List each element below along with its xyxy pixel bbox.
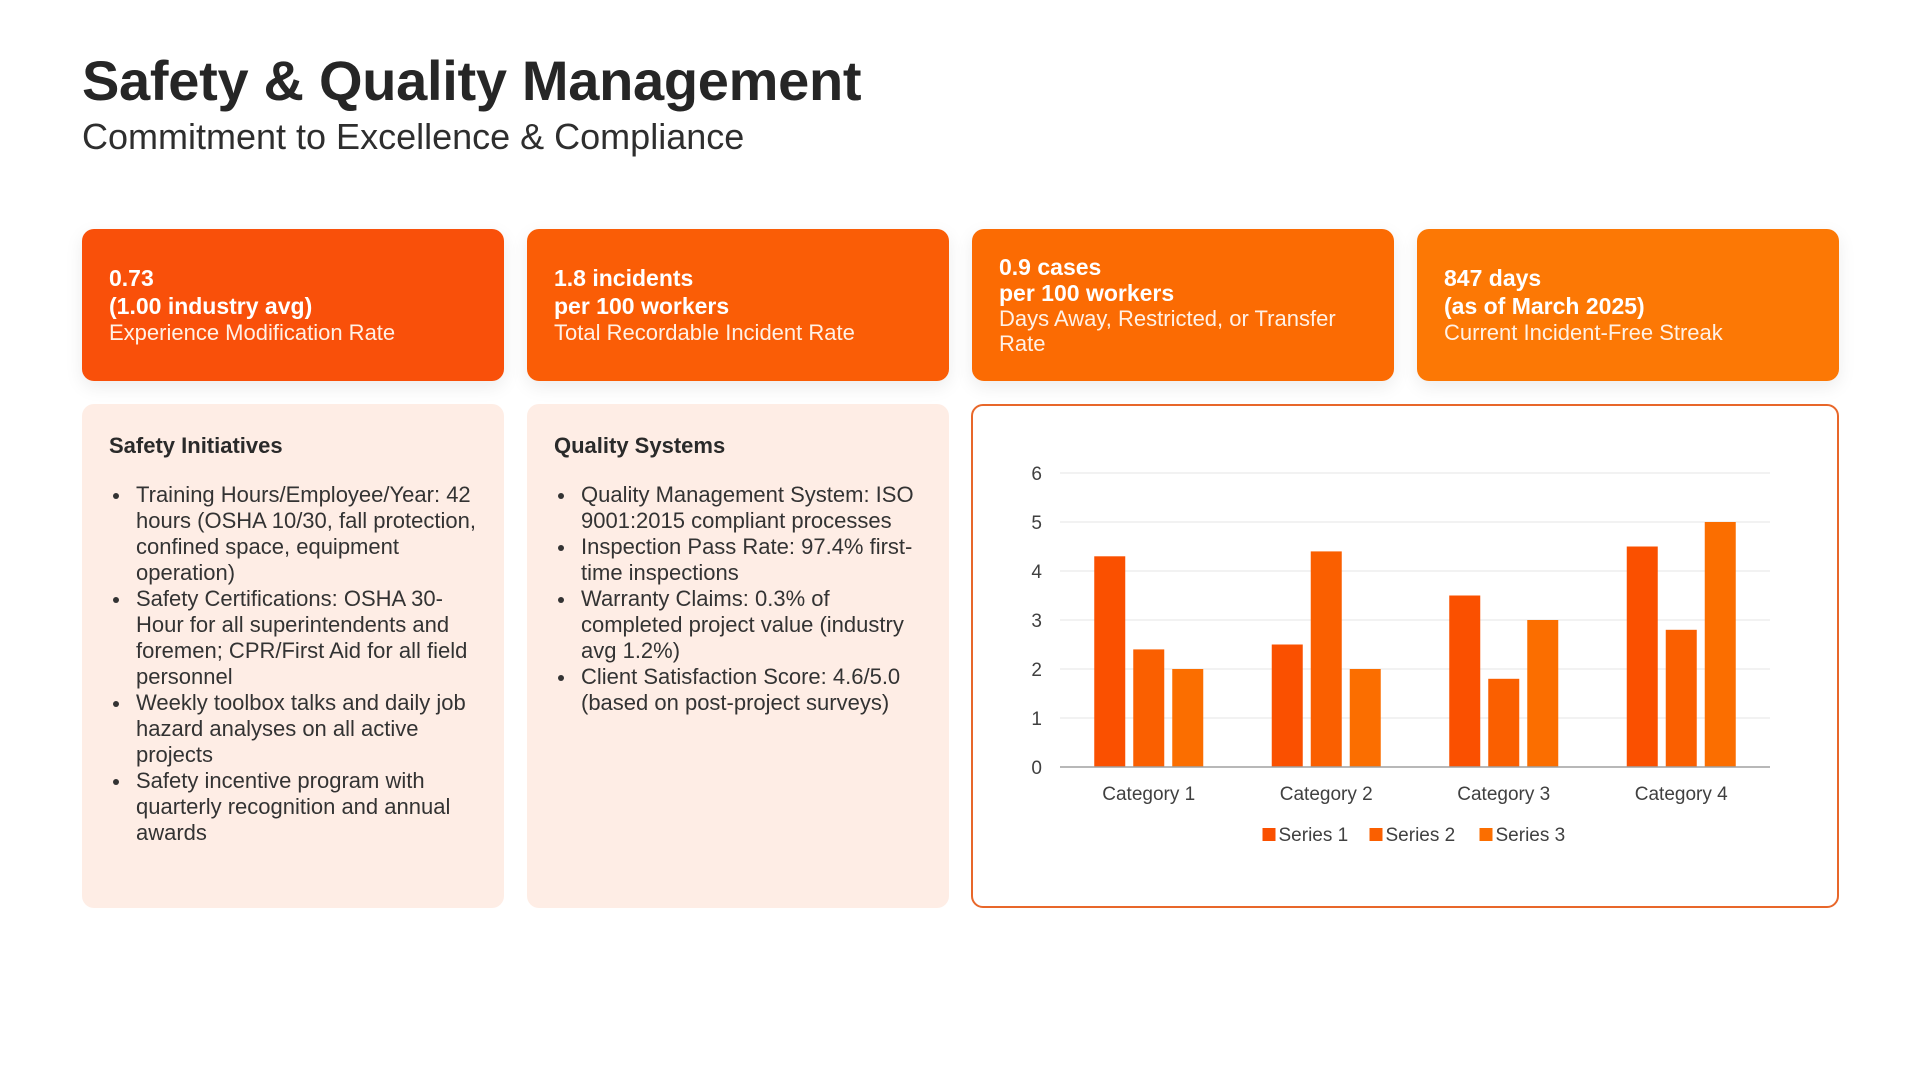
bullet-icon (558, 597, 564, 603)
x-tick-label: Category 2 (1280, 784, 1373, 805)
bar-1-4 (1626, 546, 1658, 767)
list-item-text: Warranty Claims: 0.3% of completed proje… (581, 586, 904, 663)
legend-label: Series 1 (1279, 825, 1349, 846)
page-title: Safety & Quality Management (82, 49, 862, 112)
x-tick-label: Category 1 (1102, 784, 1195, 805)
x-tick-label: Category 3 (1457, 784, 1550, 805)
kpi-label: Total Recordable Incident Rate (554, 320, 855, 345)
list-item: Client Satisfaction Score: 4.6/5.0 (base… (554, 664, 922, 716)
list-item: Inspection Pass Rate: 97.4% first-time i… (554, 534, 922, 586)
y-tick-label: 0 (1031, 758, 1042, 779)
list-item-text: Safety Certifications: OSHA 30-Hour for … (136, 586, 468, 689)
bullet-icon (558, 493, 564, 499)
kpi-value-detail: (1.00 industry avg) (109, 293, 313, 319)
chart-card: 0 1 2 3 4 5 6 Category 1 Category 2 Category 3 Cat… (971, 404, 1839, 908)
legend-swatch-icon (1369, 828, 1383, 841)
legend-label: Series 2 (1386, 825, 1456, 846)
y-tick-label: 1 (1031, 709, 1042, 730)
kpi-value-detail: (as of March 2025) (1444, 293, 1645, 319)
kpi-value: 1.8 incidents (554, 265, 694, 291)
bar-3-3 (1527, 620, 1559, 767)
list-item: Safety incentive program with quarterly … (109, 768, 477, 846)
list-item-text: Client Satisfaction Score: 4.6/5.0 (base… (581, 664, 901, 715)
kpi-label: Days Away, Restricted, or Transfer Rate (999, 306, 1336, 356)
list-item-text: Training Hours/Employee/Year: 42 hours (… (136, 482, 476, 585)
kpi-card-incident-free-streak: 847 days (as of March 2025) Current Inci… (1417, 229, 1839, 381)
kpi-value: 847 days (1444, 265, 1542, 291)
kpi-card-trir: 1.8 incidents per 100 workers Total Reco… (527, 229, 949, 381)
quality-list: Quality Management System: ISO 9001:2015… (554, 482, 922, 716)
list-item-text: Quality Management System: ISO 9001:2015… (581, 482, 914, 533)
bar-3-4 (1704, 522, 1736, 767)
list-item-text: Inspection Pass Rate: 97.4% first-time i… (581, 534, 913, 585)
kpi-value: 0.73 (109, 265, 154, 291)
bar-2-4 (1665, 629, 1697, 767)
bar-3-2 (1349, 669, 1381, 767)
bar-2-1 (1133, 649, 1165, 767)
kpi-label: Current Incident-Free Streak (1444, 320, 1723, 345)
bullet-icon (113, 701, 119, 707)
y-tick-label: 2 (1031, 660, 1042, 681)
kpi-card-dart: 0.9 cases per 100 workers Days Away, Res… (972, 229, 1394, 381)
quality-systems-panel: Quality Systems Quality Management Syste… (527, 404, 949, 908)
legend-label: Series 3 (1496, 825, 1566, 846)
kpi-value-detail: per 100 workers (999, 280, 1175, 306)
bar-3-1 (1172, 669, 1204, 767)
list-item-text: Safety incentive program with quarterly … (136, 768, 451, 845)
bar-1-1 (1094, 556, 1126, 767)
bullet-icon (558, 675, 564, 681)
kpi-card-emr: 0.73 (1.00 industry avg) Experience Modi… (82, 229, 504, 381)
bar-2-2 (1310, 551, 1342, 767)
bullet-icon (558, 545, 564, 551)
legend-swatch-icon (1479, 828, 1493, 841)
kpi-value: 0.9 cases (999, 254, 1102, 280)
list-item: Safety Certifications: OSHA 30-Hour for … (109, 586, 477, 690)
safety-initiatives-panel: Safety Initiatives Training Hours/Employ… (82, 404, 504, 908)
y-tick-label: 6 (1031, 464, 1042, 485)
legend-swatch-icon (1262, 828, 1276, 841)
list-item-text: Weekly toolbox talks and daily job hazar… (136, 690, 466, 767)
panel-heading: Quality Systems (554, 433, 726, 458)
page-subtitle: Commitment to Excellence & Compliance (82, 116, 745, 157)
list-item: Training Hours/Employee/Year: 42 hours (… (109, 482, 477, 586)
bar-chart: 0 1 2 3 4 5 6 Category 1 Category 2 Category 3 Cat… (1031, 464, 1770, 846)
bullet-icon (113, 779, 119, 785)
bullet-icon (113, 597, 119, 603)
bar-2-3 (1488, 678, 1520, 767)
kpi-label: Experience Modification Rate (109, 320, 396, 345)
list-item: Warranty Claims: 0.3% of completed proje… (554, 586, 922, 664)
safety-list: Training Hours/Employee/Year: 42 hours (… (109, 482, 477, 846)
bar-1-3 (1449, 595, 1481, 767)
y-tick-label: 5 (1031, 513, 1042, 534)
panel-heading: Safety Initiatives (109, 433, 283, 458)
kpi-value-detail: per 100 workers (554, 293, 730, 319)
x-tick-label: Category 4 (1635, 784, 1728, 805)
bar-1-2 (1271, 644, 1303, 767)
list-item: Weekly toolbox talks and daily job hazar… (109, 690, 477, 768)
y-tick-label: 3 (1031, 611, 1042, 632)
bullet-icon (113, 493, 119, 499)
list-item: Quality Management System: ISO 9001:2015… (554, 482, 922, 534)
y-tick-label: 4 (1031, 562, 1042, 583)
